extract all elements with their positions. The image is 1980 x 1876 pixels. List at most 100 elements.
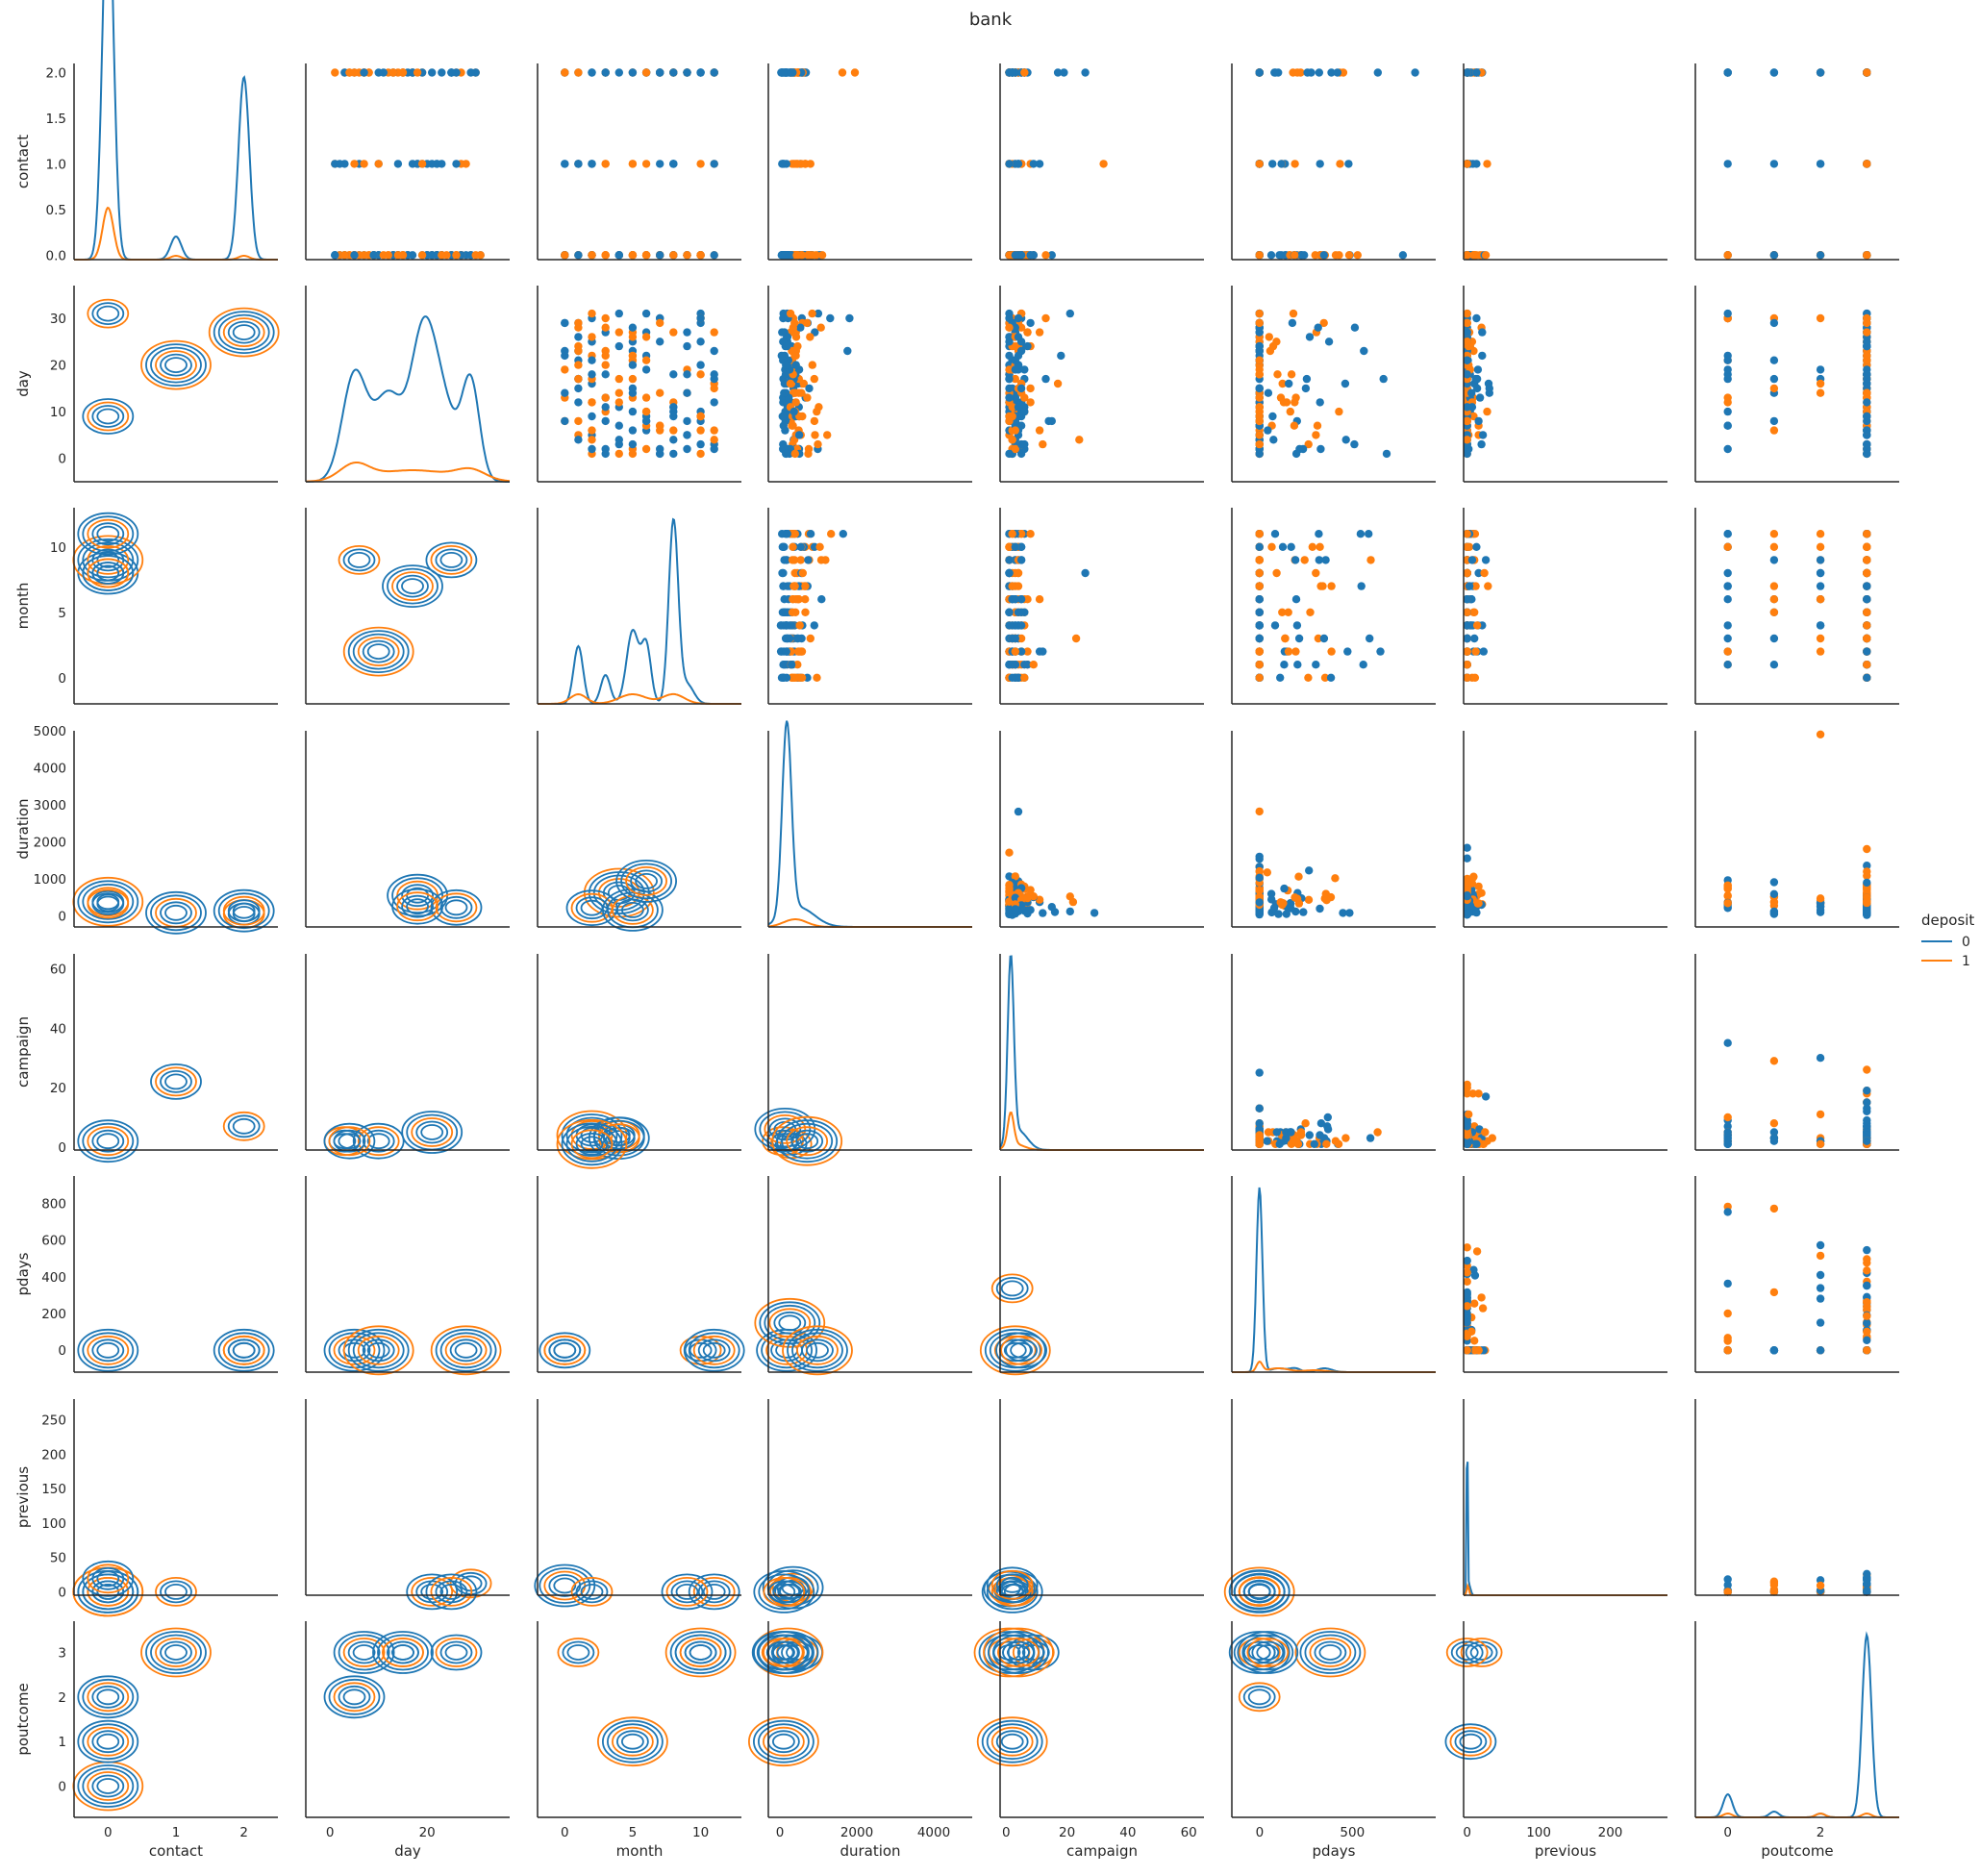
scatter-point bbox=[1255, 807, 1264, 816]
kde-contour bbox=[96, 305, 120, 322]
scatter-point bbox=[1272, 338, 1281, 346]
scatter-point bbox=[1264, 1128, 1273, 1137]
scatter-point bbox=[1314, 323, 1322, 332]
scatter-point bbox=[614, 328, 623, 337]
y-tick-label: 5000 bbox=[34, 724, 66, 739]
scatter-point bbox=[561, 251, 569, 260]
scatter-point bbox=[1353, 251, 1363, 260]
scatter-point bbox=[710, 444, 718, 454]
scatter-point bbox=[1305, 866, 1314, 875]
panel-month-vs-poutcome bbox=[1694, 508, 1899, 705]
scatter-point bbox=[1769, 556, 1779, 564]
scatter-point bbox=[1463, 910, 1471, 918]
scatter-point bbox=[1316, 904, 1324, 913]
scatter-point bbox=[1769, 1204, 1779, 1213]
kde-contour bbox=[366, 643, 390, 660]
scatter-point bbox=[1255, 908, 1264, 916]
scatter-point bbox=[1816, 160, 1825, 168]
scatter-point bbox=[1769, 910, 1779, 918]
scatter-point bbox=[1463, 1083, 1471, 1092]
scatter-point bbox=[340, 251, 349, 260]
kde-contour bbox=[806, 1341, 829, 1359]
scatter-point bbox=[1463, 318, 1471, 328]
scatter-point bbox=[813, 673, 821, 682]
scatter-point bbox=[795, 412, 804, 421]
scatter-point bbox=[1472, 1139, 1481, 1149]
scatter-point bbox=[1863, 1107, 1871, 1116]
scatter-point bbox=[797, 388, 806, 397]
kde-contour bbox=[778, 1314, 802, 1332]
scatter-point bbox=[1472, 908, 1481, 917]
scatter-point bbox=[1463, 595, 1471, 604]
scatter-point bbox=[779, 661, 788, 669]
scatter-point bbox=[452, 251, 461, 260]
y-tick-label: 1.5 bbox=[46, 112, 66, 127]
kde-contour bbox=[164, 1073, 188, 1090]
scatter-point bbox=[628, 160, 638, 168]
scatter-point bbox=[1327, 582, 1336, 590]
scatter-point bbox=[1081, 68, 1090, 77]
scatter-point bbox=[1301, 1119, 1310, 1128]
scatter-point bbox=[1081, 568, 1090, 578]
scatter-point bbox=[1723, 1346, 1732, 1355]
y-tick-label: 0 bbox=[58, 671, 66, 687]
scatter-point bbox=[574, 68, 583, 77]
scatter-point bbox=[1863, 1346, 1871, 1355]
y-tick-label: 200 bbox=[41, 1447, 66, 1463]
scatter-point bbox=[1816, 894, 1825, 903]
scatter-point bbox=[1014, 673, 1023, 682]
scatter-point bbox=[656, 426, 664, 435]
scatter-point bbox=[1463, 542, 1471, 551]
kde-contour bbox=[342, 548, 376, 572]
scatter-point bbox=[1463, 530, 1471, 538]
scatter-point bbox=[1863, 908, 1871, 916]
scatter-point bbox=[821, 556, 830, 564]
scatter-point bbox=[428, 251, 437, 260]
scatter-point bbox=[1472, 68, 1481, 77]
scatter-point bbox=[1035, 328, 1044, 337]
scatter-point bbox=[1300, 556, 1309, 564]
scatter-point bbox=[360, 251, 368, 260]
scatter-point bbox=[350, 68, 359, 77]
panel-day-vs-previous bbox=[1463, 286, 1667, 483]
scatter-point bbox=[1005, 313, 1014, 323]
scatter-point bbox=[1322, 896, 1331, 905]
scatter-point bbox=[588, 426, 596, 435]
scatter-point bbox=[1769, 1119, 1779, 1128]
scatter-point bbox=[1723, 356, 1732, 364]
kde-line-pdays-deposit-0 bbox=[1232, 1187, 1436, 1373]
scatter-point bbox=[1769, 356, 1779, 364]
scatter-point bbox=[1478, 351, 1487, 361]
scatter-point bbox=[336, 160, 344, 168]
scatter-point bbox=[814, 309, 823, 318]
scatter-point bbox=[1296, 1131, 1306, 1139]
scatter-point bbox=[641, 365, 651, 374]
scatter-point bbox=[1816, 313, 1825, 323]
scatter-point bbox=[1255, 1139, 1264, 1149]
scatter-point bbox=[1379, 374, 1388, 384]
scatter-point bbox=[1723, 542, 1732, 551]
scatter-point bbox=[1863, 608, 1871, 616]
scatter-point bbox=[1255, 582, 1264, 590]
kde-line-month-deposit-0 bbox=[538, 517, 741, 705]
scatter-point bbox=[1039, 439, 1047, 449]
scatter-point bbox=[1284, 608, 1292, 616]
scatter-point bbox=[792, 634, 802, 643]
kde-line-day-deposit-1 bbox=[305, 462, 511, 483]
scatter-point bbox=[1023, 893, 1032, 903]
scatter-point bbox=[669, 251, 678, 260]
scatter-point bbox=[1331, 874, 1340, 883]
scatter-point bbox=[601, 346, 610, 356]
kde-contour bbox=[232, 324, 256, 341]
scatter-point bbox=[1263, 1137, 1271, 1145]
scatter-point bbox=[1016, 439, 1026, 449]
scatter-point bbox=[1463, 356, 1471, 364]
scatter-point bbox=[452, 160, 461, 168]
y-tick-label: 0 bbox=[58, 1140, 66, 1156]
scatter-point bbox=[1265, 333, 1274, 341]
scatter-point bbox=[1863, 1281, 1871, 1290]
y-tick-label: 200 bbox=[41, 1307, 66, 1322]
scatter-point bbox=[1463, 1302, 1471, 1311]
